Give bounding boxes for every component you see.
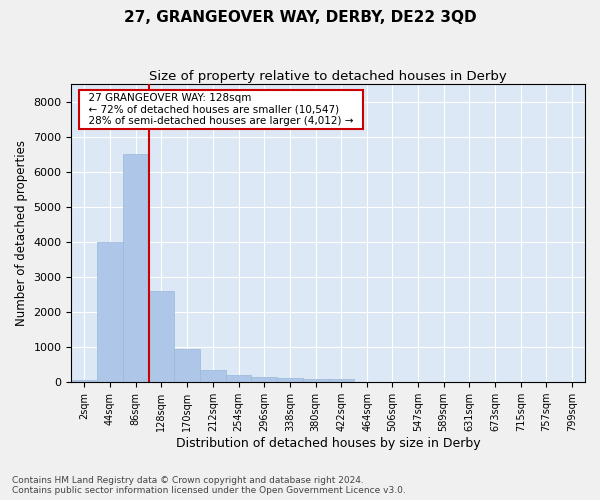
Bar (251, 377, 277, 382)
Bar (200, 370, 226, 382)
Bar (123, 154, 149, 382)
Y-axis label: Number of detached properties: Number of detached properties (15, 140, 28, 326)
Bar (97, 242, 123, 382)
Bar (303, 378, 329, 382)
Text: 27 GRANGEOVER WAY: 128sqm  
  ← 72% of detached houses are smaller (10,547)  
  : 27 GRANGEOVER WAY: 128sqm ← 72% of detac… (82, 93, 359, 126)
Bar (329, 380, 354, 382)
Bar (149, 291, 174, 382)
Bar (71, 380, 97, 382)
Title: Size of property relative to detached houses in Derby: Size of property relative to detached ho… (149, 70, 507, 83)
Bar (174, 349, 200, 382)
Bar (226, 375, 251, 382)
Bar (277, 378, 303, 382)
X-axis label: Distribution of detached houses by size in Derby: Distribution of detached houses by size … (176, 437, 481, 450)
Text: 27, GRANGEOVER WAY, DERBY, DE22 3QD: 27, GRANGEOVER WAY, DERBY, DE22 3QD (124, 10, 476, 25)
Text: Contains HM Land Registry data © Crown copyright and database right 2024.
Contai: Contains HM Land Registry data © Crown c… (12, 476, 406, 495)
